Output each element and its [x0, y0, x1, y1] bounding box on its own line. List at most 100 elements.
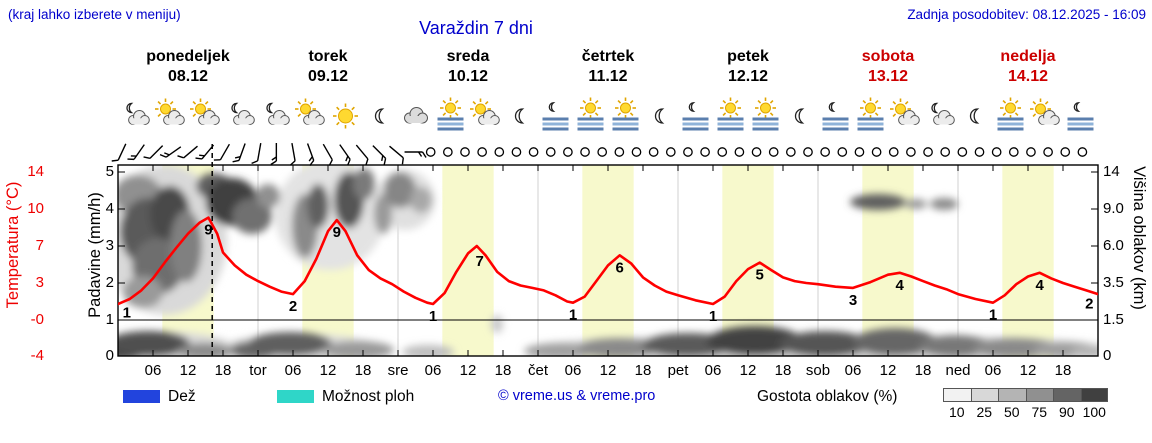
- calm-wind-icon: [768, 147, 779, 157]
- calm-wind-icon: [991, 147, 1002, 157]
- hour-tick: 12: [739, 362, 757, 379]
- hour-tick: 06: [844, 362, 862, 379]
- calm-wind-icon: [494, 147, 505, 157]
- sun-cloud-icon: [155, 98, 185, 125]
- sun-cloud-icon: [890, 98, 920, 125]
- cloud-icon: [404, 107, 428, 124]
- temp-tick: 10: [27, 200, 44, 217]
- moon-fog-icon: [1067, 102, 1094, 131]
- svg-text:1: 1: [709, 308, 717, 325]
- day-date: 12.12: [727, 68, 769, 85]
- calm-wind-icon: [854, 147, 865, 157]
- temp-tick: 7: [35, 237, 44, 254]
- rain-swatch: [123, 390, 160, 403]
- density-segment: [1053, 388, 1081, 402]
- temp-tick: 14: [27, 163, 44, 180]
- hour-tick: 06: [144, 362, 162, 379]
- density-label: 50: [1003, 404, 1020, 420]
- calm-wind-icon: [631, 147, 642, 157]
- density-segment: [943, 388, 971, 402]
- svg-text:2: 2: [289, 298, 297, 315]
- calm-wind-icon: [820, 147, 831, 157]
- density-label: 90: [1058, 404, 1075, 420]
- sun-cloud-icon: [190, 98, 220, 125]
- temperature-curve: [118, 216, 1098, 306]
- hour-tick: 12: [599, 362, 617, 379]
- wind-symbols: [111, 143, 1088, 167]
- calm-wind-icon: [751, 147, 762, 157]
- svg-text:6: 6: [615, 259, 623, 276]
- calm-wind-icon: [648, 147, 659, 157]
- wind-barb-icon: [232, 143, 246, 163]
- svg-text:4: 4: [895, 277, 904, 294]
- sun-fog-icon: [437, 97, 464, 131]
- wind-barb-icon: [127, 144, 145, 161]
- wind-barb-icon: [213, 143, 231, 161]
- calm-wind-icon: [957, 147, 968, 157]
- precip-tick: 3: [105, 237, 114, 254]
- day-abbrev: čet: [527, 362, 548, 379]
- day-name: nedelja: [1000, 48, 1056, 65]
- calm-wind-icon: [683, 147, 693, 157]
- day-abbrev: ned: [945, 362, 971, 379]
- wind-barb-icon: [306, 143, 315, 167]
- hour-tick: 18: [354, 362, 372, 379]
- svg-text:7: 7: [475, 253, 483, 270]
- day-name: torek: [308, 48, 348, 65]
- moon-icon: [514, 108, 525, 124]
- sun-fog-icon: [577, 97, 604, 131]
- hour-tick: 18: [214, 362, 232, 379]
- calm-wind-icon: [717, 147, 728, 157]
- precip-tick: 5: [105, 163, 114, 180]
- moon-cloud-icon: [231, 102, 255, 125]
- sun-icon: [333, 103, 358, 129]
- density-segment: [1080, 388, 1108, 402]
- calm-wind-icon: [597, 147, 608, 157]
- moon-icon: [654, 108, 665, 124]
- day-abbrev: sob: [805, 362, 831, 379]
- day-name: sreda: [446, 48, 490, 65]
- sun-fog-icon: [612, 97, 639, 131]
- svg-text:1: 1: [569, 307, 577, 324]
- calm-wind-icon: [871, 147, 882, 157]
- calm-wind-icon: [1043, 147, 1053, 157]
- hour-tick: 06: [704, 362, 722, 379]
- temp-tick: -4: [30, 347, 44, 364]
- calm-wind-icon: [1060, 147, 1071, 157]
- day-abbrev: sre: [387, 362, 409, 379]
- sun-cloud-icon: [295, 98, 325, 125]
- wind-barb-icon: [177, 145, 198, 159]
- sun-fog-icon: [717, 97, 744, 131]
- day-name: četrtek: [581, 48, 635, 65]
- rain-label: Dež: [168, 388, 196, 405]
- wind-barb-icon: [355, 144, 369, 166]
- density-segment: [1025, 388, 1053, 402]
- wind-barb-icon: [289, 143, 296, 166]
- calm-wind-icon: [803, 147, 813, 157]
- day-abbrev: tor: [249, 362, 267, 379]
- calm-wind-icon: [442, 147, 453, 157]
- density-segment: [998, 388, 1026, 402]
- density-label: 100: [1082, 404, 1106, 420]
- wind-barb-icon: [372, 145, 387, 165]
- svg-text:5: 5: [755, 267, 763, 284]
- moon-cloud-icon: [931, 102, 955, 125]
- wind-barb-icon: [143, 145, 164, 160]
- calm-wind-icon: [923, 147, 933, 157]
- wind-barb-icon: [251, 143, 262, 165]
- cloud-density-scale: 10 25 50 75 90 100: [943, 388, 1108, 420]
- page-title: Varaždin 7 dni: [419, 18, 533, 38]
- svg-text:1: 1: [989, 307, 997, 324]
- copyright: © vreme.us & vreme.pro: [498, 388, 656, 404]
- hour-tick: 12: [319, 362, 337, 379]
- calm-wind-icon: [563, 147, 573, 157]
- hour-tick: 18: [634, 362, 652, 379]
- moon-icon: [794, 108, 805, 124]
- calm-wind-icon: [477, 147, 487, 157]
- hour-tick: 12: [459, 362, 477, 379]
- calm-wind-icon: [700, 147, 710, 157]
- hour-tick: 12: [179, 362, 197, 379]
- moon-icon: [374, 108, 385, 124]
